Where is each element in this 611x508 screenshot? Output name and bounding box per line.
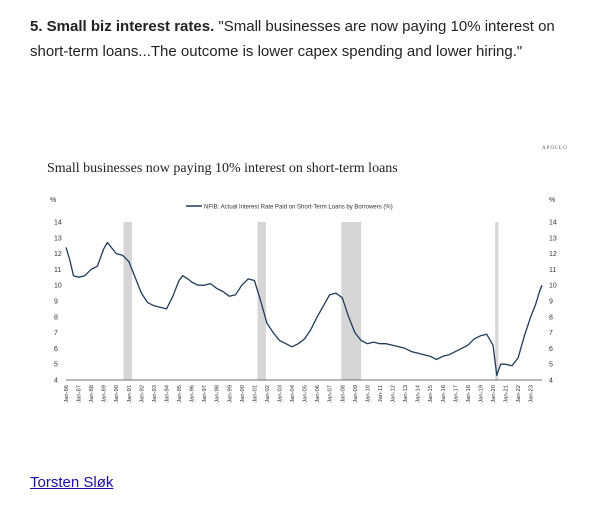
y-tick-right: 14	[549, 220, 557, 227]
legend-label: NFIB: Actual Interest Rate Paid on Short…	[204, 205, 393, 211]
x-tick-label: Jan-14	[416, 384, 422, 403]
x-tick-label: Jan-88	[89, 385, 95, 403]
x-tick-label: Jan-97	[202, 385, 208, 403]
y-tick-left: 12	[54, 251, 62, 258]
interest-rate-chart: APOLLO Small businesses now paying 10% i…	[47, 146, 568, 403]
y-tick-left: 9	[54, 299, 58, 306]
x-tick-label: Jan-86	[64, 385, 70, 403]
intro-quote: "Small businesses are now paying 10% int…	[30, 18, 555, 60]
x-tick-label: Jan-08	[340, 385, 346, 403]
x-tick-label: Jan-91	[127, 385, 133, 403]
x-tick-label: Jan-94	[164, 384, 170, 403]
x-tick-label: Jan-87	[77, 385, 83, 403]
x-tick-label: Jan-00	[240, 385, 246, 403]
x-tick-label: Jan-15	[428, 385, 434, 403]
apollo-logo: APOLLO	[542, 146, 568, 151]
x-tick-label: Jan-11	[378, 385, 384, 402]
y-tick-left: 7	[54, 330, 58, 337]
y-tick-left: 5	[54, 362, 58, 369]
y-tick-right: 12	[549, 251, 557, 258]
y-axis-unit-right: %	[549, 197, 555, 204]
legend: NFIB: Actual Interest Rate Paid on Short…	[186, 205, 393, 211]
x-tick-label: Jan-19	[478, 385, 484, 403]
x-tick-label: Jan-09	[353, 385, 359, 403]
intro-paragraph: 5. Small biz interest rates. "Small busi…	[30, 14, 590, 64]
recession-bands	[123, 222, 499, 380]
x-tick-label: Jan-22	[516, 385, 522, 403]
x-tick-label: Jan-95	[177, 385, 183, 403]
y-tick-right: 6	[549, 346, 553, 353]
author-link[interactable]: Torsten Sløk	[30, 474, 114, 491]
y-tick-right: 13	[549, 235, 557, 242]
y-tick-right: 5	[549, 362, 553, 369]
y-tick-left: 13	[54, 235, 62, 242]
x-tick-label: Jan-96	[190, 385, 196, 403]
x-tick-label: Jan-18	[466, 385, 472, 403]
x-axis-labels: Jan-86 Jan-87 Jan-88 Jan-89 Jan-90 Jan-91 Jan-…	[64, 384, 535, 403]
x-tick-label: Jan-02	[265, 385, 271, 403]
y-tick-right: 10	[549, 283, 557, 290]
y-tick-right: 8	[549, 314, 553, 321]
y-tick-left: 6	[54, 346, 58, 353]
x-tick-label: Jan-89	[102, 385, 108, 403]
x-tick-label: Jan-01	[252, 385, 258, 403]
axis-ticks: 4 4 5 5 6 6 7 7 8 8 9 9 10 10 11 11 12 12 13 13 14 14	[54, 220, 557, 385]
x-tick-label: Jan-20	[491, 385, 497, 403]
recession-band	[495, 222, 499, 380]
x-tick-label: Jan-04	[290, 384, 296, 403]
x-tick-label: Jan-93	[152, 385, 158, 403]
recession-band	[123, 222, 132, 380]
x-tick-label: Jan-12	[391, 385, 397, 403]
x-tick-label: Jan-13	[403, 385, 409, 403]
y-tick-left: 11	[54, 267, 61, 274]
recession-band	[257, 222, 266, 380]
x-tick-label: Jan-17	[453, 385, 459, 403]
y-tick-left: 14	[54, 220, 62, 227]
y-tick-left: 8	[54, 314, 58, 321]
series-line-interest-rate	[65, 241, 543, 376]
x-tick-label: Jan-21	[504, 385, 510, 403]
intro-heading: 5. Small biz interest rates.	[30, 18, 215, 35]
x-tick-label: Jan-16	[441, 385, 447, 403]
x-tick-label: Jan-10	[365, 385, 371, 403]
x-tick-label: Jan-98	[215, 385, 221, 403]
y-tick-right: 11	[549, 267, 556, 274]
x-tick-label: Jan-23	[529, 385, 535, 403]
chart-title: Small businesses now paying 10% interest…	[47, 161, 398, 176]
y-axis-unit-left: %	[50, 197, 56, 204]
y-tick-left: 10	[54, 283, 62, 290]
x-tick-label: Jan-07	[328, 385, 334, 403]
x-tick-label: Jan-92	[139, 385, 145, 403]
x-tick-label: Jan-06	[315, 385, 321, 403]
y-tick-right: 7	[549, 330, 553, 337]
x-tick-label: Jan-03	[278, 385, 284, 403]
y-tick-right: 9	[549, 299, 553, 306]
y-tick-right: 4	[549, 378, 553, 385]
x-tick-label: Jan-99	[227, 385, 233, 403]
x-tick-label: Jan-90	[114, 385, 120, 403]
x-tick-label: Jan-05	[303, 385, 309, 403]
y-tick-left: 4	[54, 378, 58, 385]
recession-band	[341, 222, 362, 380]
